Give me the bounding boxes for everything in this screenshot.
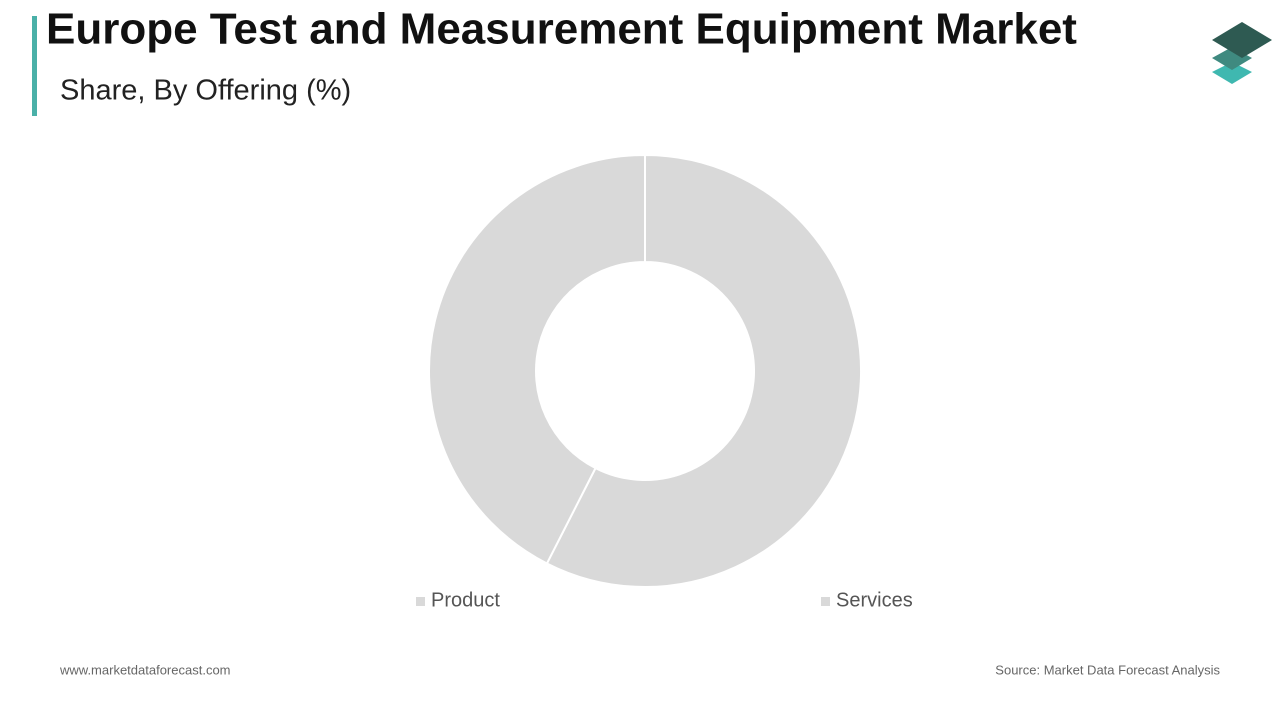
chart-title: Europe Test and Measurement Equipment Ma…: [46, 5, 1077, 54]
legend-swatch: [416, 597, 425, 606]
legend-label: Product: [431, 589, 500, 611]
slice: [545, 153, 862, 588]
source: Source: Market Data Forecast Analysis: [995, 662, 1220, 677]
legend-swatch: [821, 597, 830, 606]
logo: [1212, 22, 1272, 84]
chart-subtitle: Share, By Offering (%): [60, 75, 351, 107]
website: www.marketdataforecast.com: [59, 662, 231, 677]
slice: [428, 153, 646, 565]
title-accent: [32, 16, 37, 116]
legend-label: Services: [836, 589, 913, 611]
